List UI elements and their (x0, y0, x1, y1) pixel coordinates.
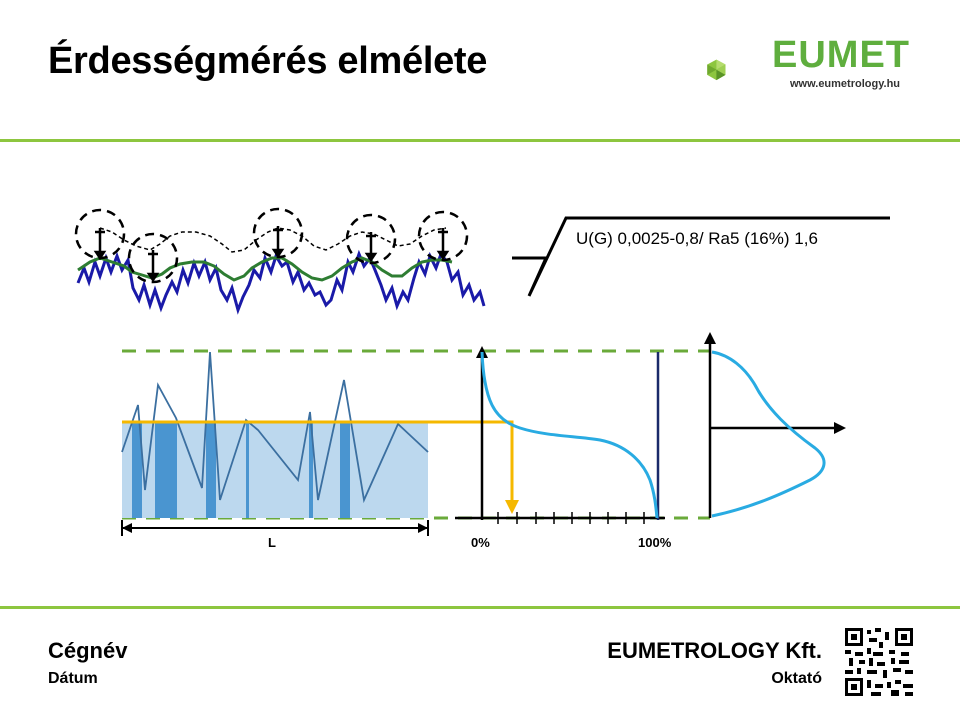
mean-line (77, 256, 453, 282)
qr-code-icon[interactable] (845, 628, 913, 696)
probe-markers (93, 226, 450, 283)
date-text: Dátum (48, 670, 98, 687)
cut-level-line (122, 420, 514, 510)
cut-level-arrow (505, 500, 519, 514)
company-name: Cégnév (48, 638, 128, 663)
axis-start-label: 0% (471, 535, 490, 550)
org-name: EUMETROLOGY Kft. (607, 638, 822, 663)
surface-symbol-icon (512, 216, 890, 297)
abbott-axes (455, 352, 665, 520)
envelope-line (99, 227, 447, 253)
role-text: Oktató (771, 670, 822, 687)
material-bars (132, 423, 350, 518)
length-label: L (268, 535, 276, 550)
footer-divider (0, 606, 960, 609)
header-divider (0, 139, 960, 142)
section-profile (121, 351, 429, 504)
distribution-axes (708, 338, 840, 518)
logo-url[interactable]: www.eumetrology.hu (790, 78, 901, 90)
material-ratio-curve (480, 351, 659, 519)
surface-spec-text: U(G) 0,0025-0,8/ Ra5 (16%) 1,6 (576, 229, 818, 248)
axis-end-label: 100% (638, 535, 672, 550)
roughness-profile (76, 249, 486, 315)
amplitude-distribution-curve (711, 350, 826, 518)
logo-name: EUMET (772, 34, 910, 76)
slide-title: Érdességmérés elmélete (48, 40, 488, 82)
eumet-logo-icon (707, 59, 726, 81)
length-dimension (121, 520, 429, 536)
abbott-ticks (497, 512, 645, 524)
